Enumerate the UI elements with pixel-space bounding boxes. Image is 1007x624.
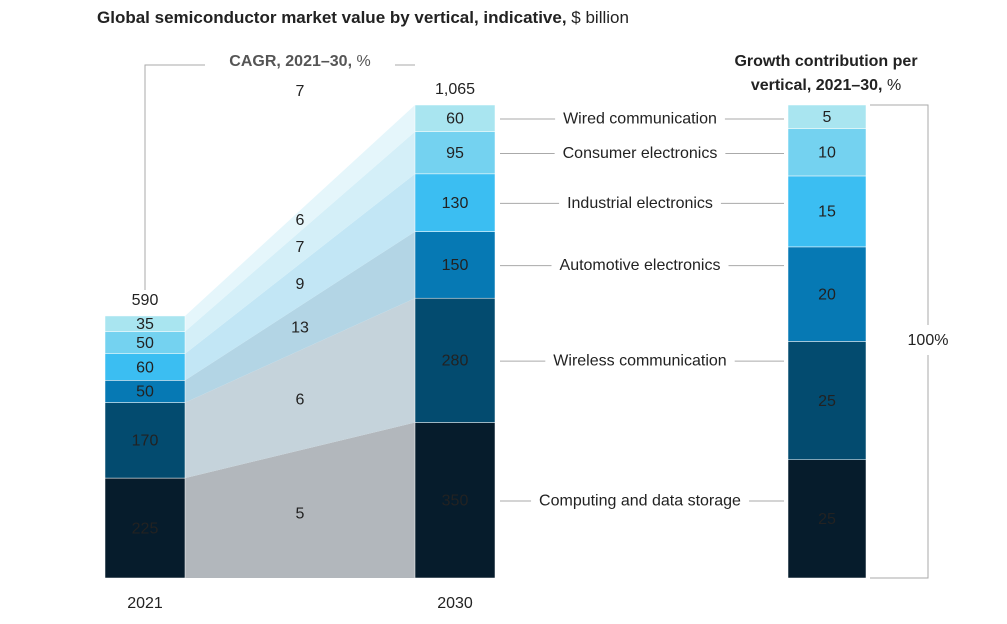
x-tick-label: 2030 [437, 595, 473, 612]
legend-label: Wireless communication [553, 353, 726, 370]
cagr-total: 7 [296, 83, 305, 100]
cagr-title: CAGR, 2021–30, % [229, 53, 370, 70]
growth-label: 10 [818, 145, 836, 162]
title-main: Global semiconductor market value by ver… [97, 8, 567, 27]
cagr-label: 9 [296, 276, 305, 293]
value-label: 225 [132, 520, 159, 537]
value-label: 60 [446, 111, 464, 128]
growth-label: 25 [818, 393, 836, 410]
bar-segment [414, 131, 496, 175]
growth-label: 25 [818, 511, 836, 528]
title-unit: $ billion [571, 8, 629, 27]
cagr-label: 6 [296, 392, 305, 409]
growth-label: 5 [823, 109, 832, 126]
total-label: 1,065 [435, 81, 475, 98]
growth-unit: % [887, 77, 901, 94]
bar-segment [414, 297, 496, 423]
growth-segment [787, 104, 867, 129]
cagr-title-main: CAGR, 2021–30, [229, 53, 352, 70]
growth-label: 20 [818, 286, 836, 303]
growth-label: 15 [818, 204, 836, 221]
total-label: 590 [132, 292, 159, 309]
band [185, 298, 415, 479]
cagr-label: 13 [291, 319, 309, 336]
value-label: 50 [136, 384, 154, 401]
legend-label: Industrial electronics [567, 195, 713, 212]
value-label: 35 [136, 316, 154, 333]
bar-segment [104, 402, 186, 479]
chart-title: Global semiconductor market value by ver… [97, 8, 629, 27]
growth-segment [787, 128, 867, 177]
bar-segment [104, 353, 186, 381]
legend-label: Wired communication [563, 111, 717, 128]
value-label: 280 [442, 353, 469, 370]
growth-segment [787, 175, 867, 248]
bar-segment [104, 315, 186, 332]
bar-segment [414, 422, 496, 579]
value-label: 350 [442, 492, 469, 509]
x-tick-label: 2021 [127, 595, 163, 612]
value-label: 130 [442, 195, 469, 212]
growth-total-label: 100% [908, 332, 949, 349]
value-label: 170 [132, 433, 159, 450]
band [185, 422, 415, 578]
band [185, 173, 415, 381]
value-label: 60 [136, 359, 154, 376]
bar-segment [414, 104, 496, 132]
value-label: 50 [136, 335, 154, 352]
value-label: 95 [446, 145, 464, 162]
growth-bracket [870, 104, 929, 579]
growth-title-main: vertical, 2021–30, [751, 77, 883, 94]
legend-label: Automotive electronics [560, 257, 721, 274]
legend-label: Computing and data storage [539, 492, 741, 509]
cagr-label: 7 [296, 239, 305, 256]
cagr-label: 5 [296, 505, 305, 522]
value-label: 150 [442, 257, 469, 274]
bar-segment [414, 173, 496, 232]
growth-title-line: Growth contribution per [734, 53, 917, 70]
legend-label: Consumer electronics [563, 145, 718, 162]
bar-segment [414, 231, 496, 299]
band [185, 231, 415, 403]
cagr-label: 6 [296, 212, 305, 229]
band [185, 131, 415, 354]
growth-title-line: vertical, 2021–30, % [751, 77, 901, 94]
growth-segment [787, 459, 867, 579]
growth-segment [787, 246, 867, 342]
cagr-unit: % [356, 53, 370, 70]
band [185, 105, 415, 332]
growth-segment [787, 341, 867, 460]
cagr-bracket [144, 64, 415, 290]
